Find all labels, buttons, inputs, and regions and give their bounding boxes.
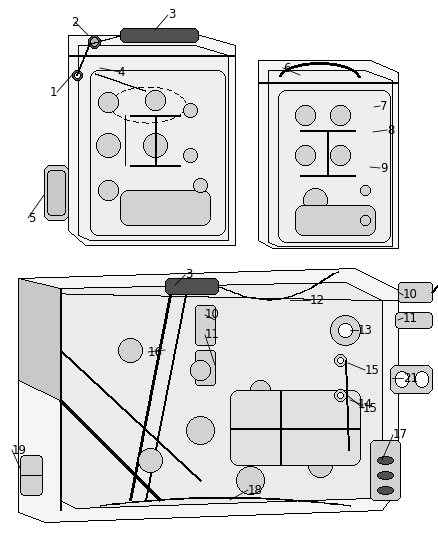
Text: 17: 17	[393, 429, 408, 441]
Text: 15: 15	[365, 364, 380, 376]
Text: 1: 1	[49, 85, 57, 99]
Text: 6: 6	[283, 61, 290, 75]
Text: 8: 8	[387, 124, 394, 136]
Text: 10: 10	[205, 309, 220, 321]
Text: 5: 5	[28, 212, 35, 224]
Text: 16: 16	[148, 345, 163, 359]
Text: 11: 11	[205, 328, 220, 342]
Text: 14: 14	[358, 399, 373, 411]
Text: 10: 10	[403, 288, 418, 302]
Text: 4: 4	[117, 66, 124, 78]
Text: 18: 18	[248, 483, 263, 497]
Text: 11: 11	[403, 311, 418, 325]
Text: 7: 7	[380, 100, 388, 112]
Text: 3: 3	[168, 9, 175, 21]
Text: 15: 15	[363, 401, 378, 415]
Text: 3: 3	[185, 269, 192, 281]
Text: 13: 13	[358, 324, 373, 336]
Text: 19: 19	[12, 443, 27, 456]
Text: 12: 12	[310, 294, 325, 306]
Text: 2: 2	[71, 15, 79, 28]
Text: 21: 21	[403, 372, 418, 384]
Text: 9: 9	[380, 161, 388, 174]
